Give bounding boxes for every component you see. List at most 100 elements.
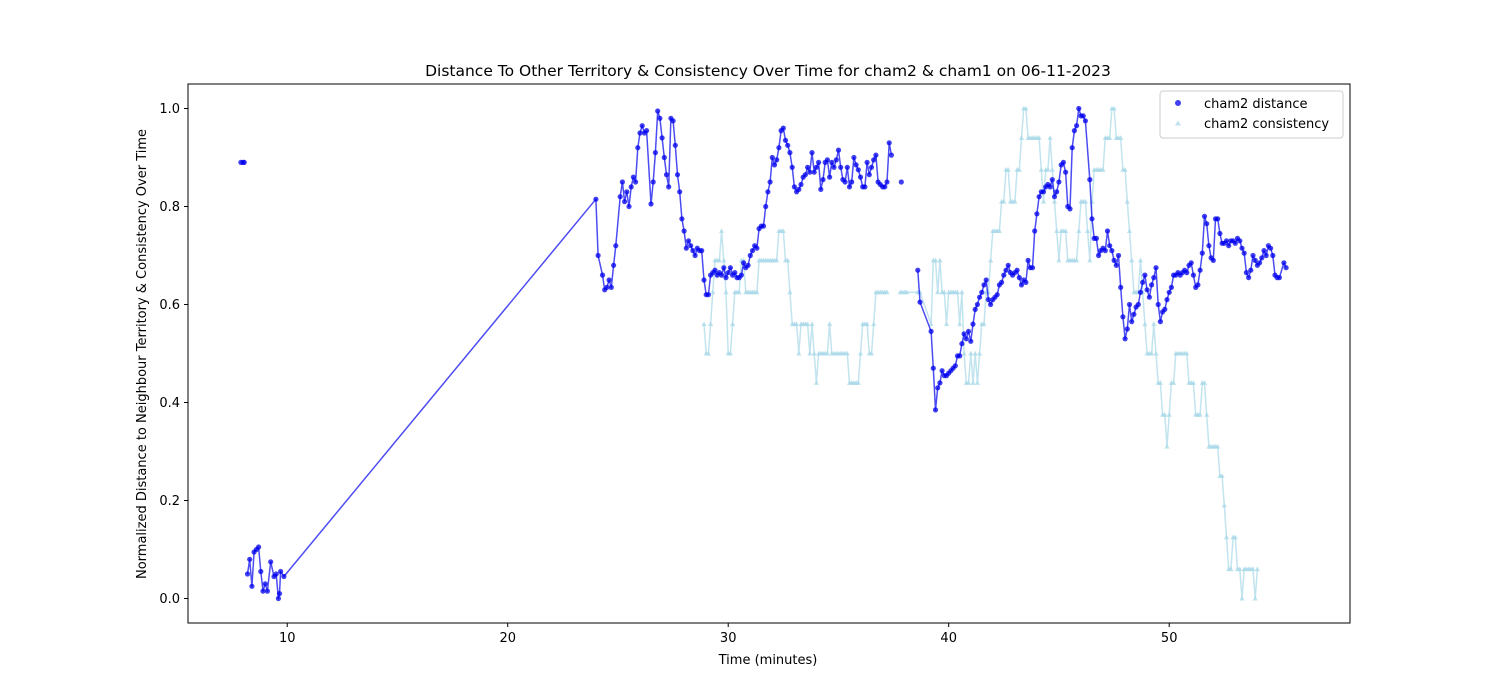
data-point-consistency [811,350,817,356]
data-point-consistency [855,380,861,385]
data-point-consistency [988,257,994,263]
data-point-distance [1248,267,1254,273]
data-point-consistency [1232,534,1238,540]
legend-marker-distance [1175,100,1181,106]
data-point-distance [1049,177,1055,183]
data-point-consistency [1085,228,1091,233]
data-point-distance [1151,275,1157,281]
data-point-distance [1217,230,1223,237]
data-point-distance [256,544,262,550]
data-point-distance [798,181,804,188]
data-point-distance [745,262,751,268]
data-point-distance [593,196,599,202]
data-point-distance [679,216,685,222]
data-point-consistency [785,257,791,263]
x-tick-label: 40 [940,631,957,646]
data-point-distance [727,265,734,271]
data-point-consistency [981,321,987,327]
data-point-distance [1268,245,1274,251]
data-point-distance [721,265,727,271]
data-point-distance [1237,238,1243,244]
data-point-distance [763,203,769,210]
data-point-distance [886,140,892,146]
data-point-distance [1113,262,1119,268]
data-point-distance [652,150,659,156]
data-point-consistency [968,350,974,356]
data-point-distance [930,365,936,371]
data-point-distance [595,252,601,259]
x-tick-label: 10 [279,631,296,646]
data-point-distance [1257,260,1263,266]
data-point-distance [1109,248,1115,254]
data-point-consistency [1040,198,1047,204]
data-point-consistency [1005,167,1011,172]
data-point-distance [275,595,281,602]
data-point-distance [1226,243,1232,249]
data-point-consistency [1012,198,1018,204]
data-point-consistency [1162,411,1168,417]
y-tick-label: 1.0 [159,102,180,117]
data-point-consistency [1100,167,1106,172]
data-point-distance [273,571,279,577]
data-point-distance [1261,248,1267,254]
data-point-distance [738,272,745,278]
data-point-distance [974,301,981,308]
data-point-distance [871,157,877,163]
legend-label-consistency: cham2 consistency [1204,117,1329,132]
data-point-distance [1157,319,1163,325]
data-point-consistency [1122,167,1128,172]
data-point-distance [816,159,822,165]
data-point-distance [802,172,809,178]
data-point-distance [963,336,969,342]
data-point-distance [1281,260,1287,266]
data-point-distance [811,169,817,175]
data-point-consistency [1045,167,1051,172]
legend-marker-consistency [1175,120,1181,126]
data-point-distance [663,172,670,178]
data-point-distance [1223,238,1230,244]
data-point-distance [1016,275,1022,281]
data-point-consistency [871,321,877,327]
data-point-consistency [972,350,978,356]
data-point-consistency [809,321,815,327]
data-point-distance [1168,284,1174,290]
data-point-consistency [1223,534,1230,540]
data-point-consistency [1164,443,1170,449]
data-point-consistency [1137,257,1144,263]
data-point-consistency [1087,257,1093,263]
data-point-distance [1074,123,1080,129]
data-point-consistency [996,228,1002,233]
data-point-distance [771,162,778,168]
data-point-consistency [710,289,716,295]
data-point-distance [1197,267,1203,273]
data-point-distance [1069,145,1075,151]
data-point-consistency [977,350,983,356]
data-point-consistency [1074,257,1080,263]
data-point-consistency [1038,167,1044,172]
data-point-distance [1118,284,1124,290]
data-point-distance [1201,213,1208,219]
data-point-distance [842,179,848,185]
data-point-distance [831,164,837,170]
chart-title: Distance To Other Territory & Consistenc… [425,62,1111,80]
data-point-consistency [932,257,939,263]
data-point-distance [957,353,963,359]
data-point-distance [1040,189,1047,195]
data-point-distance [674,172,681,178]
data-point-distance [723,275,729,281]
legend-box [1159,90,1344,139]
data-point-consistency [954,289,961,295]
data-point-consistency [1056,257,1062,263]
data-point-consistency [1063,228,1069,233]
data-point-distance [868,164,875,170]
data-point-distance [264,588,270,594]
data-point-distance [1199,250,1205,256]
data-point-consistency [1171,380,1177,385]
data-point-distance [805,164,811,170]
y-tick-label: 0.0 [159,592,180,607]
data-point-distance [1259,255,1265,261]
data-point-distance [1243,270,1249,276]
data-point-distance [732,270,738,276]
data-point-distance [1023,279,1029,285]
data-point-distance [857,174,864,180]
